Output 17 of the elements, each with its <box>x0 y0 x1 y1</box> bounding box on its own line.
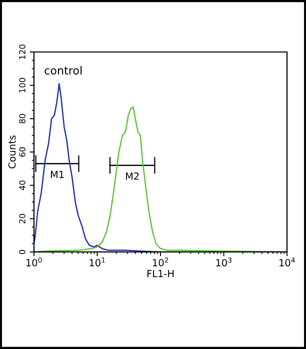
y-tick-label: 120 <box>19 44 26 60</box>
x-tick-label: 10$^{1}$ <box>90 258 105 266</box>
x-tick-label: 10$^{3}$ <box>216 257 232 266</box>
y-tick-label: 100 <box>19 78 26 92</box>
x-tick-label: 10$^{2}$ <box>153 257 168 266</box>
y-tick-label: 40 <box>19 180 26 190</box>
y-tick-label: 80 <box>19 114 26 124</box>
annotation: control <box>44 66 82 75</box>
y-tick-label: 20 <box>19 214 26 224</box>
y-tick-label: 60 <box>19 147 26 157</box>
x-tick-label: 10$^{0}$ <box>26 257 42 266</box>
x-tick-label: 10$^{4}$ <box>280 258 295 266</box>
legend-label: M1 <box>50 170 64 178</box>
y-tick-label: 0 <box>19 250 26 254</box>
y-axis-title: Counts <box>8 135 16 168</box>
x-axis-title: FL1-H <box>147 270 174 278</box>
series-label: M2 <box>126 172 139 180</box>
